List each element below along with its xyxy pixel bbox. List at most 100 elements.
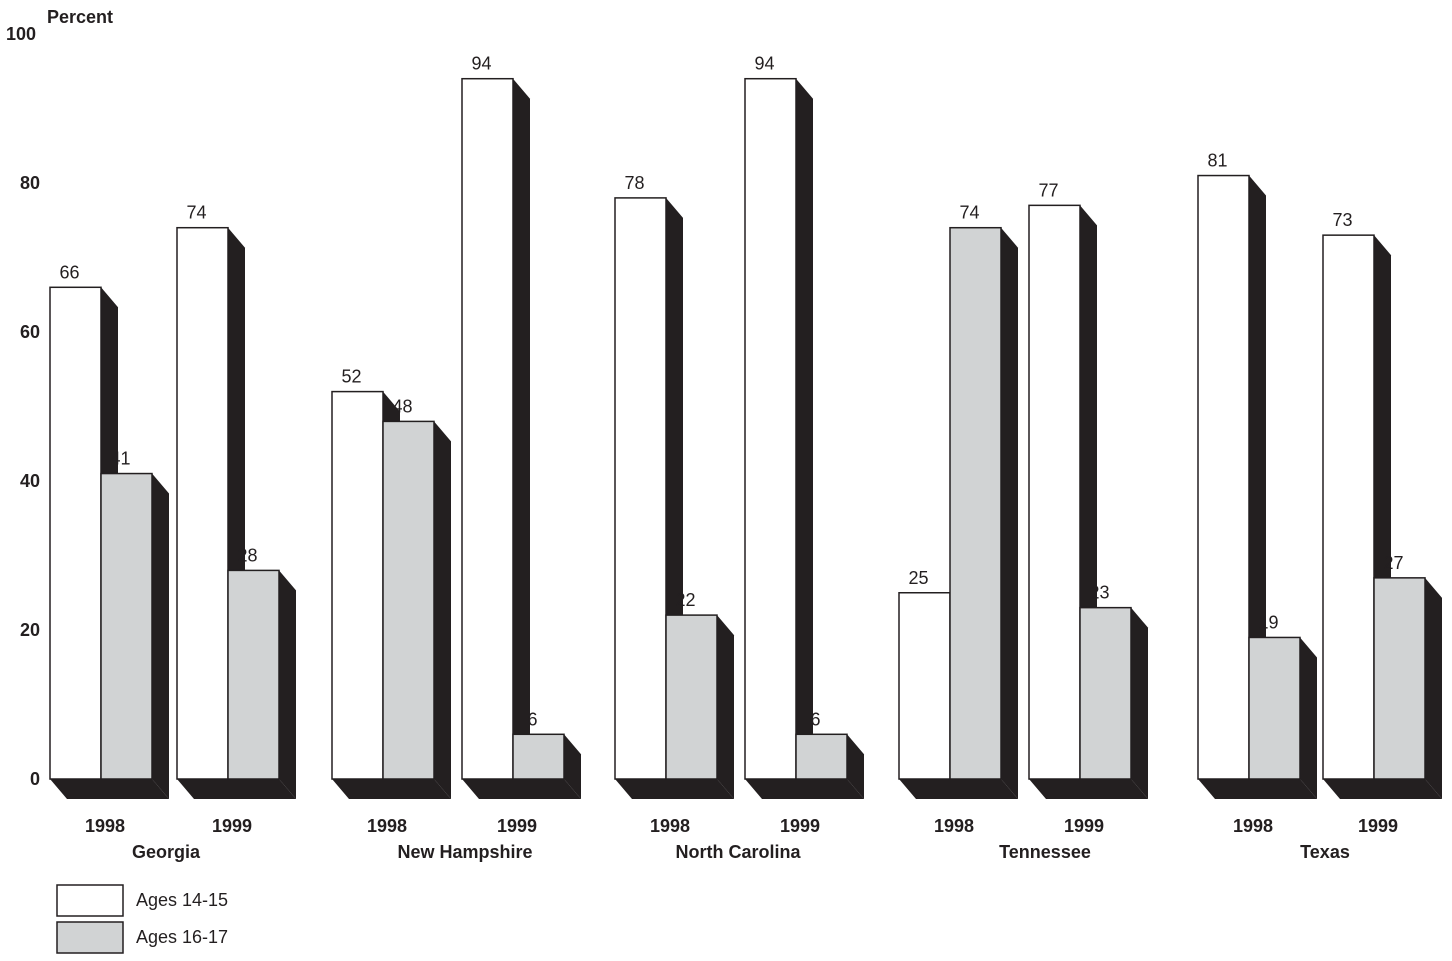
bar — [512, 733, 565, 780]
year-cluster: 52 48 — [331, 367, 451, 799]
bar-side-shadow — [1131, 607, 1148, 799]
year-cluster: 74 28 — [176, 203, 296, 799]
bar — [744, 77, 797, 780]
bar — [227, 569, 280, 780]
year-label: 1998 — [650, 816, 690, 836]
year-cluster: 66 41 — [49, 262, 169, 799]
y-axis: Percent 0 20 40 60 80 100 — [6, 7, 113, 789]
y-tick-label: 0 — [30, 769, 40, 789]
legend-item: Ages 14-15 — [56, 884, 228, 917]
year-label: 1998 — [1233, 816, 1273, 836]
state-group: 52 48 94 6 — [331, 54, 581, 799]
bar — [382, 420, 435, 780]
year-cluster: 78 22 — [614, 173, 734, 799]
bar-side-shadow — [152, 473, 169, 799]
legend-label: Ages 16-17 — [136, 927, 228, 947]
state-group: 78 22 94 6 — [614, 54, 864, 799]
state-group: 66 41 74 28 — [49, 203, 296, 799]
bar-value-label: 94 — [471, 54, 491, 74]
year-label: 1999 — [780, 816, 820, 836]
bar — [898, 592, 951, 780]
bar-value-label: 6 — [527, 709, 537, 729]
bar-value-label: 23 — [1089, 583, 1109, 603]
bar-side-shadow — [1001, 227, 1018, 799]
bar-side-shadow — [279, 570, 296, 799]
legend: Ages 14-15 Ages 16-17 — [56, 884, 228, 954]
bar-value-label: 25 — [908, 568, 928, 588]
bar-value-label: 94 — [754, 54, 774, 74]
bar-value-label: 74 — [959, 203, 979, 223]
state-label: Texas — [1300, 842, 1350, 862]
x-axis-labels: 1998 1999 Georgia 1998 1999 New Hampshire 1998… — [85, 816, 1398, 862]
bar — [331, 390, 384, 780]
year-cluster: 73 27 — [1322, 210, 1442, 799]
bar-side-shadow — [1425, 577, 1442, 799]
bar — [795, 733, 848, 780]
bar-value-label: 19 — [1258, 612, 1278, 632]
bar-value-label: 48 — [392, 396, 412, 416]
year-cluster: 77 23 — [1028, 180, 1148, 800]
bar-value-label: 41 — [110, 449, 130, 469]
legend-item: Ages 16-17 — [56, 921, 228, 954]
year-cluster: 81 19 — [1197, 151, 1317, 800]
bar-value-label: 27 — [1383, 553, 1403, 573]
year-label: 1999 — [1064, 816, 1104, 836]
bar-value-label: 66 — [59, 262, 79, 282]
y-tick-label: 60 — [20, 322, 40, 342]
bar-side-shadow — [717, 615, 734, 799]
y-tick-label: 100 — [6, 24, 36, 44]
state-label: New Hampshire — [397, 842, 532, 862]
bar-side-shadow — [434, 421, 451, 799]
legend-label: Ages 14-15 — [136, 890, 228, 910]
bar — [1322, 234, 1375, 780]
year-label: 1998 — [85, 816, 125, 836]
bar-side-shadow — [1300, 637, 1317, 799]
bar — [949, 226, 1002, 780]
bar — [1373, 577, 1426, 780]
year-label: 1999 — [1358, 816, 1398, 836]
y-tick-label: 40 — [20, 471, 40, 491]
bars: 66 41 74 28 52 48 94 6 78 22 94 6 25 74 77 23 81 19 73 27 — [49, 54, 1442, 800]
bar — [49, 286, 102, 780]
bar-value-label: 22 — [675, 590, 695, 610]
year-cluster: 94 6 — [744, 54, 864, 799]
state-label: Tennessee — [999, 842, 1091, 862]
bar — [614, 197, 667, 780]
year-label: 1999 — [497, 816, 537, 836]
year-label: 1998 — [934, 816, 974, 836]
bar — [461, 77, 514, 780]
year-cluster: 94 6 — [461, 54, 581, 799]
state-group: 25 74 77 23 — [898, 180, 1148, 800]
bar-value-label: 52 — [341, 367, 361, 387]
year-label: 1998 — [367, 816, 407, 836]
y-tick-label: 20 — [20, 620, 40, 640]
bar — [1248, 636, 1301, 780]
bar — [1197, 174, 1250, 780]
bar-side-shadow — [847, 734, 864, 799]
bar — [1028, 204, 1081, 780]
year-cluster: 25 74 — [898, 203, 1018, 799]
state-label: North Carolina — [675, 842, 801, 862]
legend-swatch — [56, 884, 124, 917]
y-axis-label: Percent — [47, 7, 113, 27]
state-group: 81 19 73 27 — [1197, 151, 1442, 800]
state-label: Georgia — [132, 842, 201, 862]
bar-side-shadow — [796, 78, 813, 799]
legend-swatch — [56, 921, 124, 954]
bar-value-label: 74 — [186, 203, 206, 223]
bar-value-label: 77 — [1038, 180, 1058, 200]
bar — [100, 472, 153, 780]
bar-value-label: 78 — [624, 173, 644, 193]
bar-side-shadow — [564, 734, 581, 799]
bar-side-shadow — [513, 78, 530, 799]
bar-value-label: 73 — [1332, 210, 1352, 230]
year-label: 1999 — [212, 816, 252, 836]
bar-value-label: 6 — [810, 709, 820, 729]
bar — [1079, 606, 1132, 780]
y-tick-label: 80 — [20, 173, 40, 193]
bar — [176, 226, 229, 780]
bar-value-label: 81 — [1207, 151, 1227, 171]
bar-value-label: 28 — [237, 545, 257, 565]
